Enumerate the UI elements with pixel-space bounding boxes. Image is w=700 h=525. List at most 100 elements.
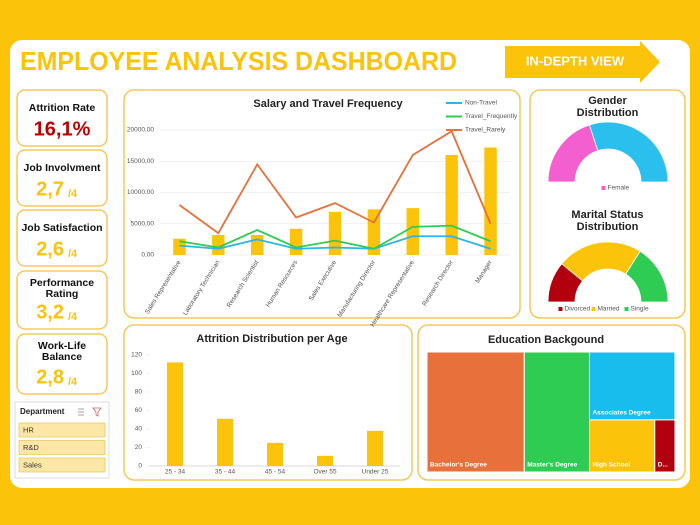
age-panel (123, 324, 413, 481)
x-tick-label: 35 - 44 (215, 469, 236, 476)
legend-swatch (591, 307, 596, 311)
slicer-item[interactable] (18, 457, 106, 473)
chart-title: Attrition Distribution per Age (196, 333, 347, 345)
x-tick-label: Over 55 (313, 469, 337, 476)
legend-swatch (601, 186, 606, 190)
multi-select-icon[interactable] (78, 408, 84, 416)
kpi-scale: /4 (68, 311, 78, 323)
y-tick-label: 40 (135, 426, 143, 433)
bar (328, 211, 342, 255)
bar (317, 455, 333, 466)
salary-panel (123, 89, 521, 319)
x-tick-label: 25 - 34 (165, 469, 186, 476)
treemap-label: Associates Degree (592, 410, 651, 417)
y-tick-label: 20000,00 (127, 127, 154, 134)
kpi-label: Job Involvment (23, 161, 101, 174)
bar (445, 155, 458, 255)
kpi-scale: /4 (68, 248, 78, 260)
bar (167, 362, 183, 466)
treemap-tile (654, 419, 676, 473)
y-tick-label: 20 (135, 444, 143, 451)
slicer-item[interactable] (18, 440, 106, 455)
slicer-item-label[interactable]: R&D (23, 443, 39, 452)
bar (367, 430, 383, 466)
bar (173, 238, 186, 255)
gauge-segment (625, 250, 669, 303)
legend-label: Non-Travel (465, 100, 497, 107)
bar (484, 147, 497, 255)
kpi-scale: /4 (68, 188, 78, 200)
y-tick-label: 10000,00 (127, 189, 154, 196)
kpi-label: Work-Life Balance (37, 340, 87, 363)
kpi-card (16, 149, 108, 207)
line (179, 235, 491, 250)
kpi-label-box: Performance Rating (29, 277, 95, 300)
clear-filter-icon[interactable] (92, 407, 102, 417)
treemap-label: D... (658, 462, 668, 469)
chart-title: Education Backgound (488, 334, 604, 346)
view-button[interactable] (505, 41, 660, 83)
bar (289, 228, 303, 255)
chart-title: Gender Distribution (576, 95, 639, 119)
legend-label: Travel_Frequently (465, 113, 518, 120)
kpi-label-box: Attrition Rate (28, 101, 96, 114)
y-tick-label: 60 (135, 407, 143, 414)
legend-swatch (624, 307, 629, 311)
y-tick-label: 5000,00 (131, 220, 155, 227)
y-tick-label: 120 (131, 352, 142, 359)
x-tick-label: Under 25 (362, 469, 389, 476)
chart-title-box: Marital Status Distribution (571, 209, 644, 233)
chart-title-box: Gender Distribution (576, 95, 639, 119)
kpi-label-box: Job Involvment (23, 161, 101, 174)
legend-label: Divorced (565, 306, 591, 313)
view-button-label[interactable]: IN-DEPTH VIEW (526, 53, 625, 68)
kpi-label: Job Satisfaction (21, 221, 103, 234)
line (178, 129, 492, 235)
line (179, 224, 491, 250)
x-tick-label: 45 - 54 (265, 469, 286, 476)
kpi-scale: /4 (68, 376, 78, 388)
y-tick-label: 80 (135, 389, 143, 396)
kpi-label: Performance Rating (29, 277, 95, 300)
slicer-item[interactable] (18, 422, 106, 438)
kpi-label: Attrition Rate (28, 101, 96, 114)
kpi-value: 2,8 (36, 366, 64, 388)
legend-label: Travel_Rarely (465, 127, 506, 134)
y-tick-label: 0,00 (141, 252, 154, 259)
kpi-value: 2,7 (36, 178, 64, 200)
chart-title: Salary and Travel Frequency (253, 98, 403, 110)
treemap-tile (426, 351, 525, 473)
y-tick-label: 15000,00 (127, 158, 154, 165)
slicer-title: Department (20, 407, 65, 416)
bar (217, 418, 233, 466)
treemap-label: High School (592, 462, 630, 469)
dashboard-title: EMPLOYEE ANALYSIS DASHBOARD (20, 46, 457, 76)
gauge-segment (588, 121, 669, 183)
treemap-tile (523, 351, 590, 473)
y-tick-label: 0 (138, 463, 142, 470)
slicer-item-label[interactable]: HR (23, 425, 34, 434)
kpi-value: 2,6 (36, 238, 64, 260)
legend-swatch (558, 307, 563, 311)
slicer-item-label[interactable]: Sales (23, 460, 42, 469)
legend-label: Married (598, 306, 620, 313)
kpi-card (16, 209, 108, 267)
bar (251, 235, 264, 255)
legend-label: Female (608, 185, 630, 192)
treemap-label: Bachelor's Degree (430, 462, 487, 469)
kpi-value: 3,2 (36, 301, 64, 323)
bar (406, 208, 419, 255)
kpi-value: 16,1% (34, 118, 91, 140)
treemap-tile (588, 351, 676, 421)
kpi-label-box: Work-Life Balance (37, 340, 87, 363)
kpi-card (16, 89, 108, 147)
kpi-card (16, 333, 108, 395)
bar (212, 235, 225, 255)
y-tick-label: 100 (131, 370, 142, 377)
kpi-label-box: Job Satisfaction (21, 221, 103, 234)
legend-label: Single (631, 306, 649, 313)
chart-title: Marital Status Distribution (571, 209, 644, 233)
treemap-label: Master's Degree (527, 462, 577, 469)
kpi-card (16, 270, 108, 330)
